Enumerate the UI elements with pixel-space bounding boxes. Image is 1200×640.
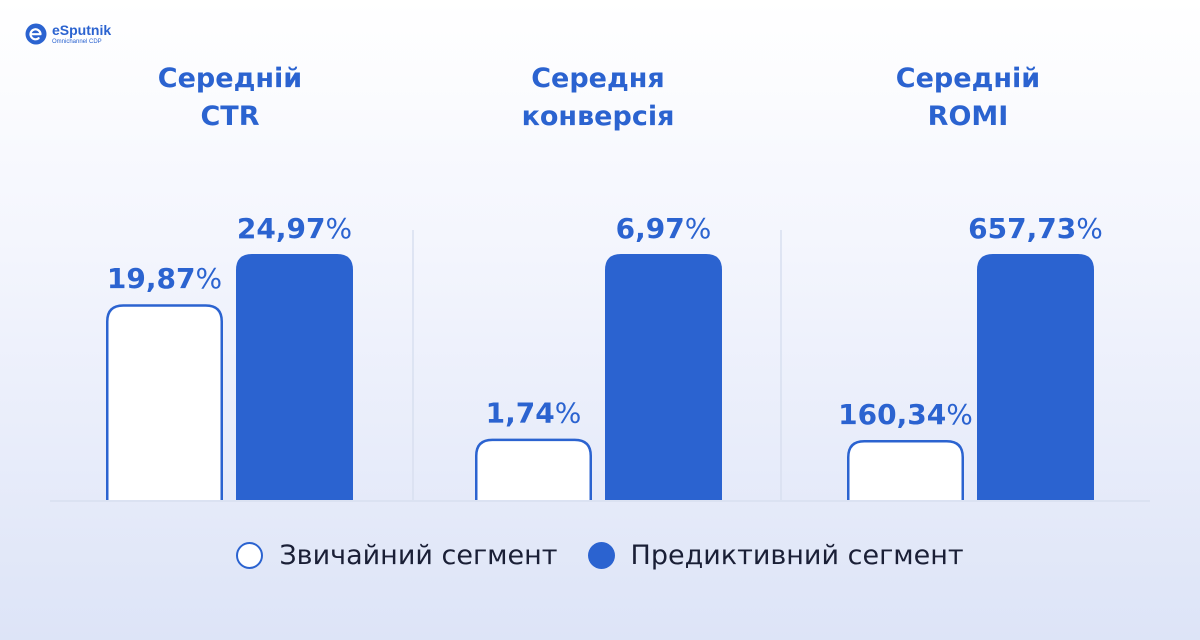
esputnik-logo-icon (25, 23, 47, 45)
group-title-conversion: Середня конверсія (438, 60, 758, 136)
group-title-ctr: Середній CTR (70, 60, 390, 136)
value-number: 160,34 (838, 398, 946, 431)
value-label: 6,97% (616, 212, 712, 245)
value-unit: % (195, 262, 222, 295)
value-label: 657,73% (968, 212, 1103, 245)
logo-tagline: Omnichannel CDP (52, 39, 102, 45)
legend-label-regular: Звичайний сегмент (279, 540, 558, 571)
legend-filled-circle-icon (587, 542, 615, 569)
value-unit: % (946, 398, 973, 431)
value-number: 24,97 (237, 212, 326, 245)
value-unit: % (685, 212, 712, 245)
group-title-line: Середній (895, 63, 1041, 94)
logo-name: eSputnik (52, 22, 112, 38)
bar-regular-segment (847, 440, 964, 500)
value-label: 1,74% (486, 397, 582, 430)
bar-regular-segment (106, 304, 223, 500)
value-label: 24,97% (237, 212, 352, 245)
value-number: 1,74 (486, 397, 555, 430)
bar-predictive-segment (236, 254, 353, 500)
value-label: 19,87% (107, 262, 222, 295)
value-unit: % (325, 212, 352, 245)
group-title-line: Середня (531, 63, 665, 94)
group-title-line: конверсія (521, 101, 675, 132)
bar-regular-segment (475, 438, 592, 500)
group-title-line: Середній (157, 63, 303, 94)
group-title-romi: Середній ROMI (808, 60, 1128, 136)
value-unit: % (1076, 212, 1103, 245)
value-number: 657,73 (968, 212, 1076, 245)
legend-outline-circle-icon (236, 542, 264, 569)
value-unit: % (555, 397, 582, 430)
legend: Звичайний сегмент Предиктивний сегмент (0, 540, 1200, 571)
group-title-line: CTR (200, 101, 260, 132)
legend-label-predictive: Предиктивний сегмент (630, 540, 964, 571)
legend-item-regular: Звичайний сегмент (236, 540, 558, 571)
logo: eSputnik Omnichannel CDP (24, 22, 111, 46)
value-label: 160,34% (838, 398, 973, 431)
bar-predictive-segment (605, 254, 722, 500)
legend-item-predictive: Предиктивний сегмент (587, 540, 964, 571)
value-number: 19,87 (107, 262, 196, 295)
bar-predictive-segment (977, 254, 1094, 500)
group-title-line: ROMI (927, 101, 1009, 132)
value-number: 6,97 (616, 212, 685, 245)
